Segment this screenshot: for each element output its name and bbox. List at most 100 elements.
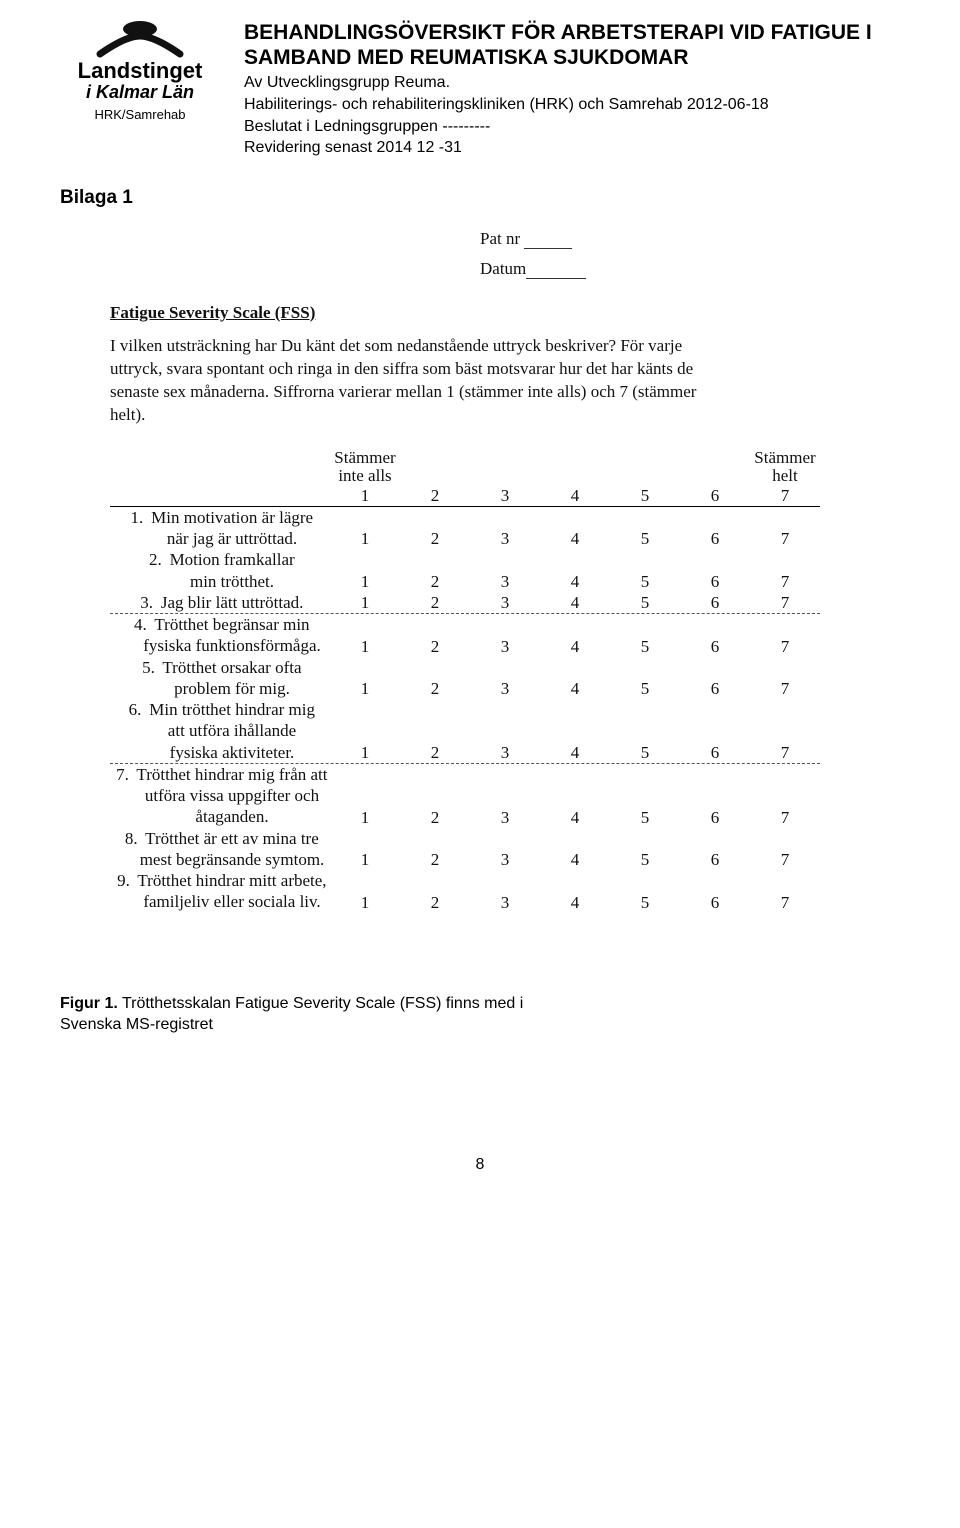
sub-line-4: Revidering senast 2014 12 -31 xyxy=(244,139,462,156)
landstinget-logo-icon xyxy=(80,20,200,60)
scale-cell: 6 xyxy=(680,657,750,700)
item-text: 7. Trötthet hindrar mig från attutföra v… xyxy=(110,764,330,828)
header-num: 3 xyxy=(470,486,540,506)
scale-cell: 1 xyxy=(330,657,400,700)
scale-cell: 2 xyxy=(400,592,470,613)
logo-caption: HRK/Samrehab xyxy=(60,107,220,122)
scale-cell: 4 xyxy=(540,657,610,700)
scale-cell: 2 xyxy=(400,699,470,763)
scale-cell: 5 xyxy=(610,870,680,913)
header-num: 7 xyxy=(750,486,820,506)
document-page: Landstinget i Kalmar Län HRK/Samrehab BE… xyxy=(0,0,960,1214)
header-num: 2 xyxy=(400,486,470,506)
scale-cell: 1 xyxy=(330,699,400,763)
scale-cell: 1 xyxy=(330,764,400,828)
title-line-1: BEHANDLINGSÖVERSIKT FÖR ARBETSTERAPI VID… xyxy=(244,21,872,44)
item-text: 2. Motion framkallarmin trötthet. xyxy=(110,549,330,592)
scale-cell: 2 xyxy=(400,507,470,550)
fss-instructions: I vilken utsträckning har Du känt det so… xyxy=(110,335,710,427)
page-header: Landstinget i Kalmar Län HRK/Samrehab BE… xyxy=(60,20,900,159)
doc-subtitle-block: Av Utvecklingsgrupp Reuma. Habiliterings… xyxy=(244,72,900,158)
item-text: 4. Trötthet begränsar minfysiska funktio… xyxy=(110,614,330,657)
table-header-row1: Stämmer Stämmer xyxy=(110,449,820,468)
scale-cell: 6 xyxy=(680,614,750,657)
item-text: 8. Trötthet är ett av mina tremest begrä… xyxy=(110,828,330,871)
scale-cell: 7 xyxy=(750,507,820,550)
scale-cell: 5 xyxy=(610,657,680,700)
fss-form: Pat nr Datum Fatigue Severity Scale (FSS… xyxy=(110,229,850,913)
appendix-heading: Bilaga 1 xyxy=(60,187,900,209)
scale-cell: 4 xyxy=(540,699,610,763)
scale-cell: 7 xyxy=(750,614,820,657)
fss-table: Stämmer Stämmer inte alls helt 1 2 3 4 5… xyxy=(110,449,820,913)
scale-cell: 4 xyxy=(540,592,610,613)
header-num: 6 xyxy=(680,486,750,506)
scale-cell: 1 xyxy=(330,507,400,550)
datum-row: Datum xyxy=(480,259,850,279)
scale-cell: 5 xyxy=(610,828,680,871)
table-row: 4. Trötthet begränsar minfysiska funktio… xyxy=(110,614,820,657)
scale-cell: 5 xyxy=(610,699,680,763)
scale-cell: 1 xyxy=(330,870,400,913)
scale-cell: 3 xyxy=(470,828,540,871)
item-text: 5. Trötthet orsakar oftaproblem för mig. xyxy=(110,657,330,700)
scale-cell: 3 xyxy=(470,870,540,913)
table-row: 5. Trötthet orsakar oftaproblem för mig.… xyxy=(110,657,820,700)
scale-cell: 7 xyxy=(750,549,820,592)
scale-cell: 4 xyxy=(540,507,610,550)
scale-cell: 3 xyxy=(470,507,540,550)
scale-cell: 6 xyxy=(680,764,750,828)
header-right-l2: helt xyxy=(750,467,820,486)
item-text: 6. Min trötthet hindrar migatt utföra ih… xyxy=(110,699,330,763)
item-text: 9. Trötthet hindrar mitt arbete,familjel… xyxy=(110,870,330,913)
figure-text: Trötthetsskalan Fatigue Severity Scale (… xyxy=(118,995,524,1012)
scale-cell: 6 xyxy=(680,507,750,550)
scale-cell: 2 xyxy=(400,614,470,657)
scale-cell: 3 xyxy=(470,592,540,613)
doc-title: BEHANDLINGSÖVERSIKT FÖR ARBETSTERAPI VID… xyxy=(244,20,900,70)
scale-cell: 4 xyxy=(540,614,610,657)
page-number: 8 xyxy=(60,1156,900,1174)
scale-cell: 7 xyxy=(750,828,820,871)
scale-cell: 6 xyxy=(680,549,750,592)
scale-cell: 5 xyxy=(610,614,680,657)
scale-cell: 1 xyxy=(330,549,400,592)
scale-cell: 2 xyxy=(400,764,470,828)
title-line-2: SAMBAND MED REUMATISKA SJUKDOMAR xyxy=(244,46,689,69)
table-row: 2. Motion framkallarmin trötthet.1234567 xyxy=(110,549,820,592)
figure-label: Figur 1. xyxy=(60,995,118,1012)
patnr-row: Pat nr xyxy=(480,229,850,249)
scale-cell: 1 xyxy=(330,828,400,871)
table-header-row2: inte alls helt xyxy=(110,467,820,486)
scale-cell: 6 xyxy=(680,592,750,613)
scale-cell: 3 xyxy=(470,764,540,828)
header-num: 4 xyxy=(540,486,610,506)
scale-cell: 4 xyxy=(540,870,610,913)
scale-cell: 1 xyxy=(330,592,400,613)
scale-cell: 3 xyxy=(470,614,540,657)
item-text: 1. Min motivation är lägrenär jag är utt… xyxy=(110,507,330,550)
scale-cell: 3 xyxy=(470,549,540,592)
scale-cell: 6 xyxy=(680,828,750,871)
scale-cell: 2 xyxy=(400,828,470,871)
scale-cell: 1 xyxy=(330,614,400,657)
header-num: 5 xyxy=(610,486,680,506)
table-row: 3. Jag blir lätt uttröttad.1234567 xyxy=(110,592,820,613)
scale-cell: 4 xyxy=(540,828,610,871)
sub-line-1: Av Utvecklingsgrupp Reuma. xyxy=(244,74,450,91)
scale-cell: 7 xyxy=(750,870,820,913)
sub-line-3: Beslutat i Ledningsgruppen --------- xyxy=(244,118,490,135)
scale-cell: 3 xyxy=(470,657,540,700)
figure-text-2: Svenska MS-registret xyxy=(60,1016,213,1033)
scale-cell: 3 xyxy=(470,699,540,763)
header-right-l1: Stämmer xyxy=(750,449,820,468)
table-row: 6. Min trötthet hindrar migatt utföra ih… xyxy=(110,699,820,763)
form-meta: Pat nr Datum xyxy=(480,229,850,279)
scale-cell: 7 xyxy=(750,657,820,700)
table-row: 7. Trötthet hindrar mig från attutföra v… xyxy=(110,764,820,828)
logo-text-line2: i Kalmar Län xyxy=(60,82,220,103)
scale-cell: 4 xyxy=(540,764,610,828)
header-text-block: BEHANDLINGSÖVERSIKT FÖR ARBETSTERAPI VID… xyxy=(244,20,900,159)
datum-label: Datum xyxy=(480,259,526,278)
table-row: 8. Trötthet är ett av mina tremest begrä… xyxy=(110,828,820,871)
